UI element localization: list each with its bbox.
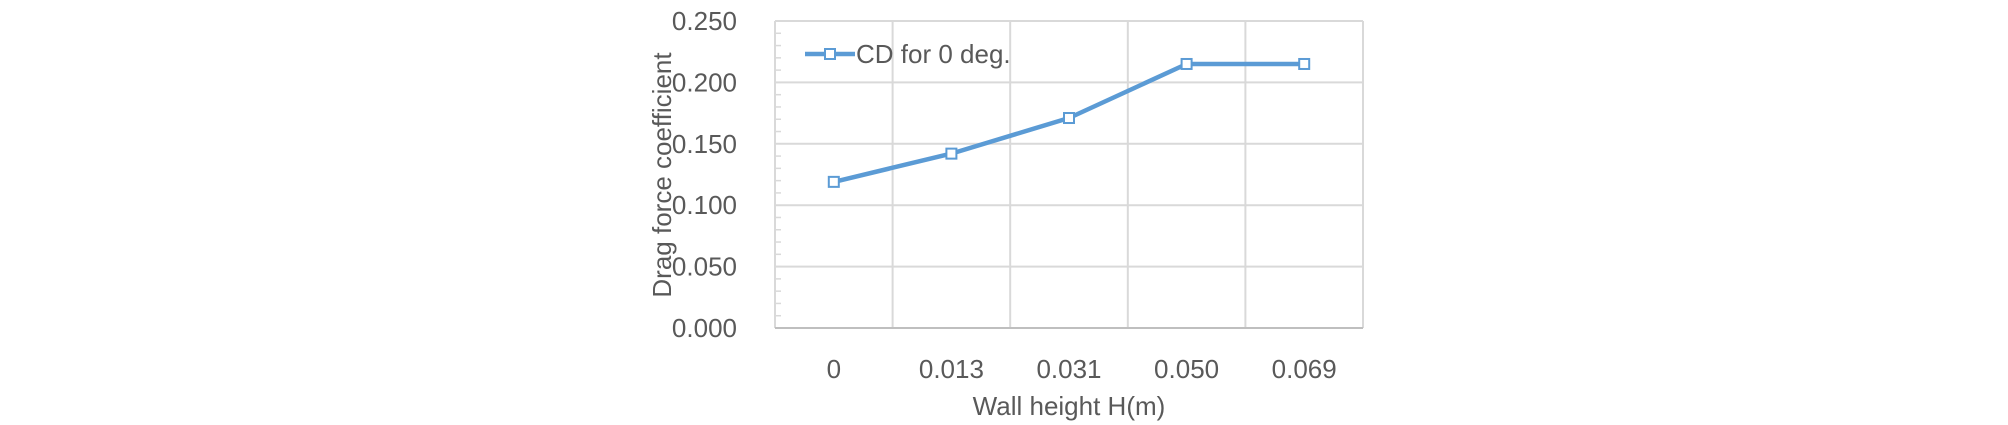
x-tick-labels: 0 0.013 0.031 0.050 0.069: [827, 354, 1337, 384]
x-axis-title: Wall height H(m): [973, 391, 1166, 421]
y-tick-label: 0.100: [672, 190, 737, 220]
y-tick-label: 0.150: [672, 129, 737, 159]
data-point-marker: [1298, 57, 1311, 70]
data-point-marker: [1063, 112, 1075, 125]
y-tick-label: 0.050: [672, 252, 737, 282]
legend: CD for 0 deg.: [805, 39, 1011, 69]
x-tick-label: 0.013: [919, 354, 984, 384]
x-tick-label: 0.031: [1036, 354, 1101, 384]
data-point-marker: [945, 147, 958, 160]
y-tick-label: 0.200: [672, 67, 737, 97]
series-markers: [827, 57, 1311, 188]
legend-swatch-marker: [824, 48, 836, 60]
y-tick-labels: 0.000 0.050 0.100 0.150 0.200 0.250: [672, 6, 737, 343]
y-minor-ticks: [775, 20, 781, 329]
y-tick-label: 0.000: [672, 313, 737, 343]
data-point-marker: [1180, 57, 1193, 70]
x-tick-label: 0: [827, 354, 841, 384]
x-tick-label: 0.050: [1154, 354, 1219, 384]
gridlines: [774, 20, 1364, 328]
y-axis-title: Drag force coefficient: [647, 52, 677, 298]
data-point-marker: [827, 175, 840, 188]
x-tick-label: 0.069: [1272, 354, 1337, 384]
y-tick-label: 0.250: [672, 6, 737, 36]
legend-label: CD for 0 deg.: [856, 39, 1011, 69]
